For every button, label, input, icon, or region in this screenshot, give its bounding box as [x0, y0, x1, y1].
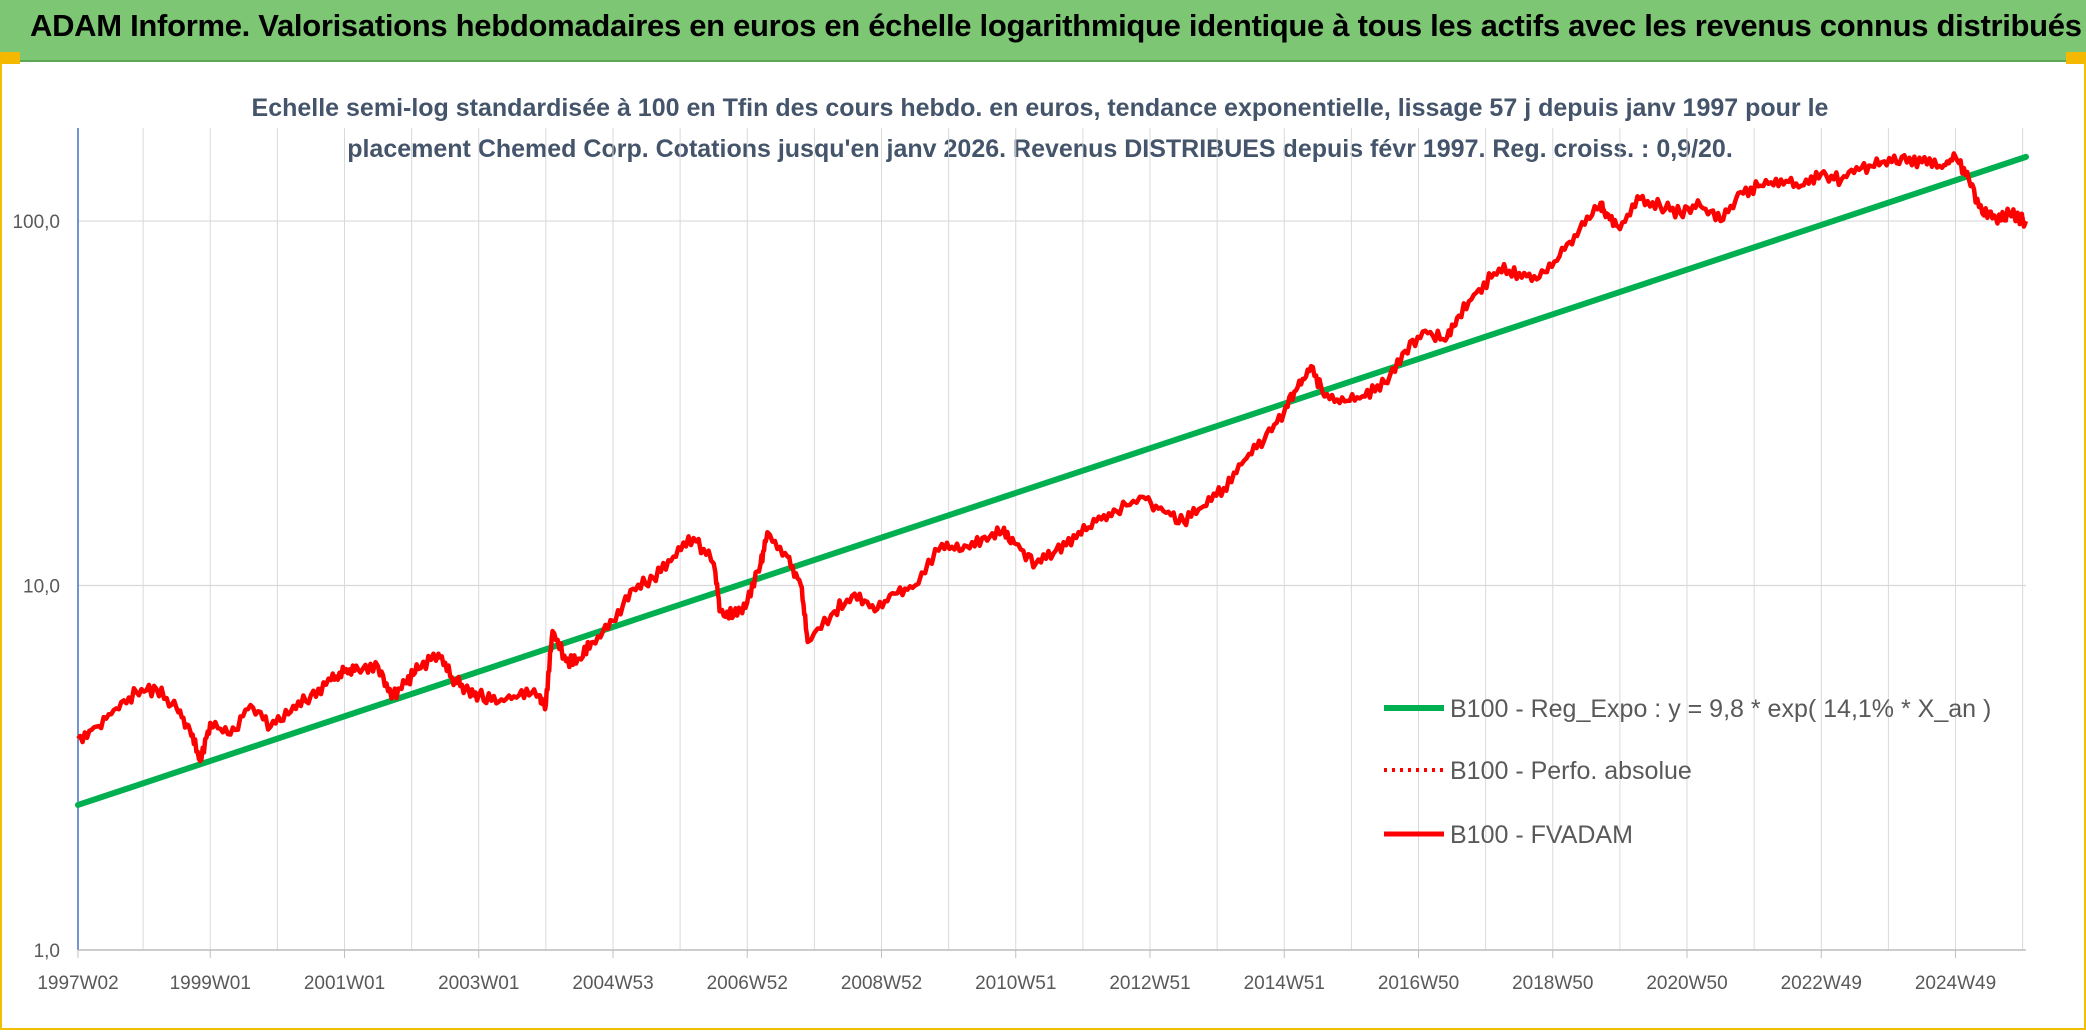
x-tick-label: 2001W01: [304, 973, 385, 994]
x-tick-label: 2014W51: [1244, 973, 1325, 994]
x-tick-label: 1999W01: [170, 973, 251, 994]
legend: B100 - Reg_Expo : y = 9,8 * exp( 14,1% *…: [1384, 695, 1991, 849]
corner-mark-right: [2066, 52, 2086, 64]
series-layer: [75, 151, 2029, 808]
x-tick-label: 2003W01: [438, 973, 519, 994]
x-tick-label: 2012W51: [1109, 973, 1190, 994]
x-tick-label: 2018W50: [1512, 973, 1593, 994]
x-tick-label: 2010W51: [975, 973, 1056, 994]
legend-label-3: B100 - FVADAM: [1450, 821, 1633, 849]
x-tick-label: 2008W52: [841, 973, 922, 994]
x-tick-label: 2022W49: [1781, 973, 1862, 994]
y-tick-label: 10,0: [23, 577, 60, 598]
series-line-fvadam: [76, 151, 2029, 764]
series-line-reg-expo: [75, 153, 2029, 808]
chart-subtitle-line1: Echelle semi-log standardisée à 100 en T…: [252, 94, 1829, 122]
y-tick-label: 100,0: [12, 212, 60, 233]
x-tick-label: 1997W02: [37, 973, 118, 994]
axes: 1,0 10,0 100,0 1997W02 1999W01 2001W01 2003W01…: [12, 128, 2026, 994]
corner-mark-left: [0, 52, 20, 64]
page-title: ADAM Informe. Valorisations hebdomadaire…: [30, 8, 2082, 43]
x-tick-label: 2006W52: [707, 973, 788, 994]
x-tick-label: 2016W50: [1378, 973, 1459, 994]
header-bar: ADAM Informe. Valorisations hebdomadaire…: [0, 0, 2086, 62]
chart-frame: [0, 62, 2086, 1030]
chart-subtitle-line2: placement Chemed Corp. Cotations jusqu'e…: [347, 135, 1733, 163]
legend-label-2: B100 - Perfo. absolue: [1450, 757, 1692, 785]
x-tick-label: 2024W49: [1915, 973, 1996, 994]
x-tick-label: 2004W53: [572, 973, 653, 994]
y-tick-label: 1,0: [34, 941, 60, 962]
grid-lines: [78, 128, 2026, 951]
x-tick-label: 2020W50: [1646, 973, 1727, 994]
legend-label-1: B100 - Reg_Expo : y = 9,8 * exp( 14,1% *…: [1450, 695, 1991, 723]
